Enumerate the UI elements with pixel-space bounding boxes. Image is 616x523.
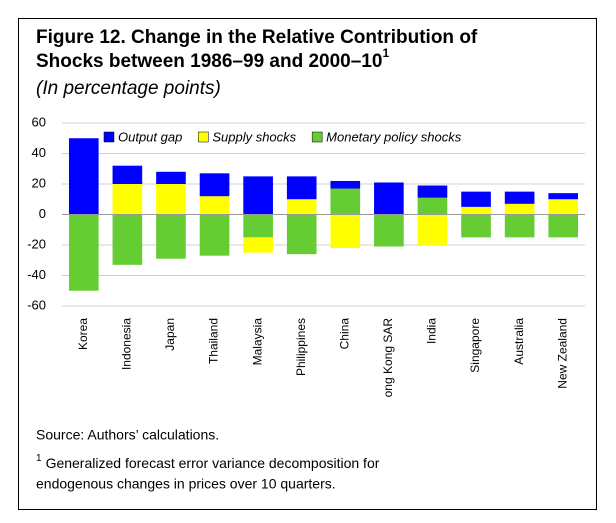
y-tick-label: -60 [27,297,46,312]
bar-segment [504,214,535,238]
bar-segment [374,214,404,247]
x-tick-label: Australia [512,318,526,365]
bar-segment [112,184,143,215]
source: Source: Authors’ calculations. [36,427,219,443]
bar-segment [243,176,273,215]
chart-title: Shocks between 1986–99 and 2000–101 [36,46,389,72]
bar-segment [548,199,579,215]
bar-segment [461,214,491,238]
bar-segment [156,171,186,184]
legend-swatch [103,131,115,143]
x-tick-label: New Zealand [555,318,569,389]
bar-segment [156,184,186,215]
footnote-marker: 1 [36,453,42,464]
y-tick-label: 40 [32,145,46,160]
bar-segment [286,214,317,255]
x-tick-label: India [425,318,439,344]
x-tick-label: Malaysia [250,318,264,366]
bar-segment [504,203,535,215]
legend-swatch [311,131,323,143]
y-tick-label: -40 [27,267,46,282]
bar-segment [374,182,404,215]
x-tick-label: China [337,318,351,350]
chart-title: Figure 12. Change in the Relative Contri… [36,27,478,48]
x-tick-label: Thailand [207,318,221,364]
bar-segment [461,206,491,215]
bar-segment [330,214,361,249]
bar-segment [548,214,579,238]
legend-label: Output gap [118,129,182,144]
footnote-line: Generalized forecast error variance deco… [46,455,380,471]
bar-segment [417,185,448,198]
bar-segment [68,214,99,291]
bar-segment [199,196,230,215]
bar-segment [199,214,230,256]
bar-segment [68,138,99,215]
x-tick-label: ong Kong SAR [381,318,395,398]
bar-segment [156,214,186,259]
bar-segment [504,191,535,204]
legend-label: Monetary policy shocks [326,129,462,144]
legend-label: Supply shocks [212,129,296,144]
y-tick-label: 20 [32,175,46,190]
bar-segment [417,214,448,245]
bar-segment [112,165,143,184]
x-tick-label: Indonesia [120,318,134,370]
bar-segment [286,199,317,215]
chart-subtitle: (In percentage points) [36,78,221,99]
x-tick-label: Philippines [294,318,308,376]
bar-segment [286,176,317,200]
bar-segment [243,214,273,238]
bar-segment [330,188,361,215]
chart-title-line: Shocks between 1986–99 and 2000–10 [36,51,382,72]
bar-segment [199,173,230,197]
bar-segment [112,214,143,265]
y-tick-label: -20 [27,236,46,251]
bar-segment [330,180,361,189]
bar-segment [461,191,491,207]
x-tick-label: Korea [76,318,90,350]
bar-segment [417,197,448,215]
legend-swatch [198,131,209,143]
y-tick-label: 60 [32,114,46,129]
bar-segment [243,237,273,253]
footnote: 1 Generalized forecast error variance dec… [36,453,380,471]
x-tick-label: Japan [163,318,177,351]
title-note-marker: 1 [382,46,389,60]
footnote: endogenous changes in prices over 10 qua… [36,476,336,492]
x-tick-label: Singapore [468,318,482,373]
y-tick-label: 0 [39,206,46,221]
bar-segment [548,193,579,200]
